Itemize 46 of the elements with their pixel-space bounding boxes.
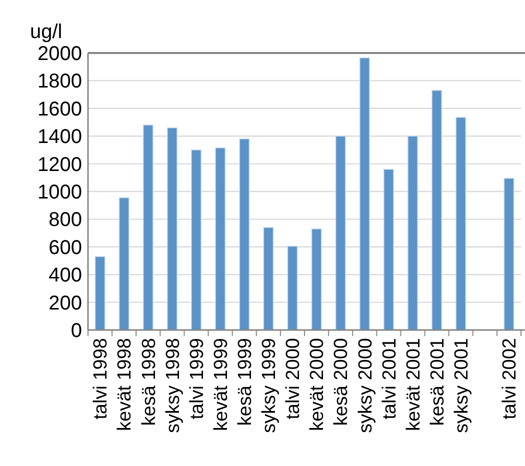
x-tick-label: talvi 2001 <box>379 338 400 420</box>
y-tick-label: 0 <box>70 320 82 342</box>
y-tick-label: 400 <box>48 264 82 287</box>
y-tick-label: 600 <box>48 236 82 259</box>
bar <box>215 147 226 330</box>
bar <box>383 168 394 330</box>
bar <box>263 227 274 330</box>
y-tick-label: 200 <box>48 292 82 314</box>
x-tick-label: talvi 2000 <box>283 338 304 420</box>
bar <box>142 124 154 330</box>
bar <box>311 228 322 330</box>
bar <box>191 150 202 330</box>
x-tick-label: kesä 1999 <box>235 338 256 426</box>
x-tick-label: kesä 2001 <box>427 338 448 426</box>
x-tick-label: talvi 1998 <box>90 338 112 420</box>
y-tick-label: 1800 <box>38 70 82 93</box>
x-tick-label: syksy 1999 <box>259 338 280 434</box>
bar <box>287 246 298 330</box>
x-tick-label: kesä 1998 <box>138 338 160 426</box>
bar <box>504 178 514 330</box>
x-tick-label: kevät 2000 <box>307 338 328 431</box>
bar <box>239 138 250 330</box>
x-tick-label: kesä 2000 <box>331 338 352 426</box>
bar <box>408 136 418 330</box>
bar <box>166 127 178 330</box>
y-tick-label: 800 <box>48 209 82 232</box>
y-tick-label: 1400 <box>38 126 82 148</box>
x-tick-label: talvi 2002 <box>500 338 521 420</box>
x-tick-label: syksy 1998 <box>162 338 184 434</box>
y-tick-label: 1000 <box>38 182 82 204</box>
y-tick-label: 2000 <box>38 43 82 65</box>
x-tick-label: kevät 1998 <box>114 338 136 431</box>
y-tick-label: 1600 <box>38 98 82 120</box>
bar <box>94 256 106 330</box>
x-tick-label: kevät 2001 <box>403 338 424 431</box>
x-tick-label: talvi 1999 <box>186 338 208 420</box>
bar <box>359 57 370 330</box>
y-tick-label: 1200 <box>38 154 82 176</box>
bar <box>118 197 130 330</box>
bar <box>456 117 466 330</box>
bar <box>335 136 346 330</box>
x-tick-label: syksy 2000 <box>355 338 376 434</box>
y-axis-title: ug/l <box>30 21 62 43</box>
x-tick-label: kevät 1999 <box>210 338 232 431</box>
bar <box>432 90 442 330</box>
x-tick-label: syksy 2001 <box>452 338 473 434</box>
